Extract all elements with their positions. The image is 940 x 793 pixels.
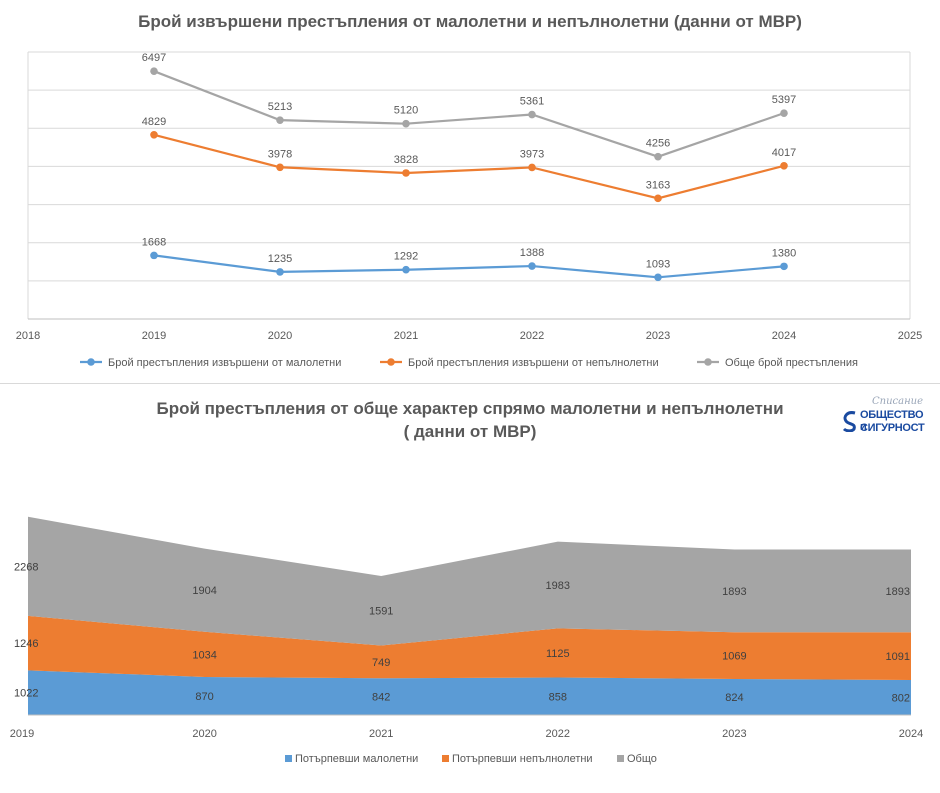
data-label: 1235 — [268, 253, 292, 265]
data-label: 1034 — [192, 649, 216, 661]
area-chart-panel: Брой престъпления от обще характер спрям… — [0, 384, 940, 788]
x-tick-label: 2021 — [394, 330, 418, 342]
data-label: 858 — [549, 691, 567, 703]
data-label: 1893 — [886, 586, 910, 598]
data-label: 4017 — [772, 147, 796, 159]
x-tick-label: 2020 — [192, 728, 216, 740]
data-label: 749 — [372, 657, 390, 669]
data-point — [276, 163, 284, 172]
data-label: 870 — [195, 691, 213, 703]
data-point — [528, 110, 536, 119]
line-chart-panel: Брой извършени престъпления от малолетни… — [0, 0, 940, 384]
legend-label: Обще брой престъпления — [725, 357, 858, 369]
logo-line2: СИГУРНОСТ — [860, 422, 925, 434]
data-point — [528, 262, 536, 270]
x-tick-label: 2018 — [16, 330, 40, 342]
data-label: 5213 — [268, 101, 292, 113]
logo-line1: ОБЩЕСТВО и — [860, 409, 924, 433]
line-chart: 2018 2019 2020 2021 2022 2023 2024 2025 1668 1235… — [16, 51, 922, 369]
data-label: 3828 — [394, 154, 418, 166]
logo-script-text: Списание — [872, 396, 924, 407]
data-label: 1292 — [394, 251, 418, 263]
data-label: 4256 — [646, 138, 670, 150]
data-point — [150, 67, 158, 75]
data-label: 6497 — [142, 52, 166, 64]
x-tick-label: 2020 — [268, 330, 292, 342]
data-label: 5120 — [394, 105, 418, 117]
legend-label: Потърпевши непълнолетни — [452, 753, 593, 765]
data-point — [780, 109, 788, 117]
data-point — [150, 251, 158, 260]
x-tick-label: 2019 — [10, 728, 34, 740]
data-point — [402, 169, 410, 177]
magazine-logo: Списание ОБЩЕСТВО и СИГУРНОСТ — [842, 396, 930, 442]
legend-marker — [87, 358, 95, 366]
legend-label: Брой престъпления извършени от непълноле… — [408, 357, 659, 369]
x-tick-label: 2023 — [722, 728, 746, 740]
data-label: 842 — [372, 692, 390, 704]
data-label: 1380 — [772, 247, 796, 259]
legend-label: Потърпевши малолетни — [295, 753, 418, 765]
legend-marker — [387, 358, 395, 366]
series-line — [153, 133, 785, 200]
x-tick-label: 2022 — [546, 728, 570, 740]
data-label: 802 — [892, 692, 910, 704]
logo-swirl-icon — [842, 411, 856, 432]
data-label: 5361 — [520, 96, 544, 108]
area-band — [28, 516, 911, 646]
data-label: 1093 — [646, 258, 670, 270]
data-point — [402, 265, 410, 274]
data-point — [276, 116, 284, 124]
data-point — [654, 273, 662, 282]
legend-swatch — [617, 755, 624, 762]
x-tick-label: 2024 — [899, 728, 923, 740]
data-label: 1125 — [546, 648, 570, 660]
data-label: 1983 — [546, 580, 570, 592]
data-label: 3973 — [520, 148, 544, 160]
data-point — [276, 268, 284, 276]
x-tick-label: 2021 — [369, 728, 393, 740]
data-label: 4829 — [142, 116, 166, 128]
area-chart-title-line1: Брой престъпления от обще характер спрям… — [156, 399, 784, 418]
area-band — [28, 670, 911, 715]
x-tick-label: 2024 — [772, 330, 796, 342]
data-label: 2268 — [14, 561, 38, 573]
series-line — [153, 254, 785, 279]
data-label: 3978 — [268, 148, 292, 160]
line-chart-title: Брой извършени престъпления от малолетни… — [138, 12, 802, 31]
area-band — [28, 615, 911, 680]
data-point — [528, 163, 536, 172]
data-label: 1904 — [192, 585, 216, 597]
area-chart: 1022 870 842 858 824 802 1246 1034 749 1125 1069 10… — [10, 516, 923, 765]
data-label: 1388 — [520, 247, 544, 259]
x-tick-label: 2023 — [646, 330, 670, 342]
legend-marker — [704, 358, 712, 366]
series-line — [153, 70, 785, 158]
legend-swatch — [285, 755, 292, 762]
data-point — [402, 119, 410, 128]
data-point — [654, 152, 662, 161]
data-label: 1069 — [722, 651, 746, 663]
data-point — [654, 194, 662, 203]
data-label: 1091 — [886, 651, 910, 663]
data-label: 1893 — [722, 586, 746, 598]
x-tick-label: 2025 — [898, 330, 922, 342]
legend-label: Брой престъпления извършени от малолетни — [108, 357, 341, 369]
x-tick-label: 2022 — [520, 330, 544, 342]
data-label: 5397 — [772, 94, 796, 106]
data-point — [150, 131, 158, 139]
data-point — [780, 262, 788, 271]
data-label: 1022 — [14, 688, 38, 700]
data-label: 1246 — [14, 638, 38, 650]
data-label: 1668 — [142, 236, 166, 248]
data-label: 3163 — [646, 179, 670, 191]
legend-label: Общо — [627, 753, 657, 765]
data-label: 824 — [725, 692, 743, 704]
legend-swatch — [442, 755, 449, 762]
x-tick-label: 2019 — [142, 330, 166, 342]
data-point — [780, 161, 788, 170]
area-chart-title-line2: ( данни от МВР) — [403, 422, 537, 441]
data-label: 1591 — [369, 606, 393, 618]
